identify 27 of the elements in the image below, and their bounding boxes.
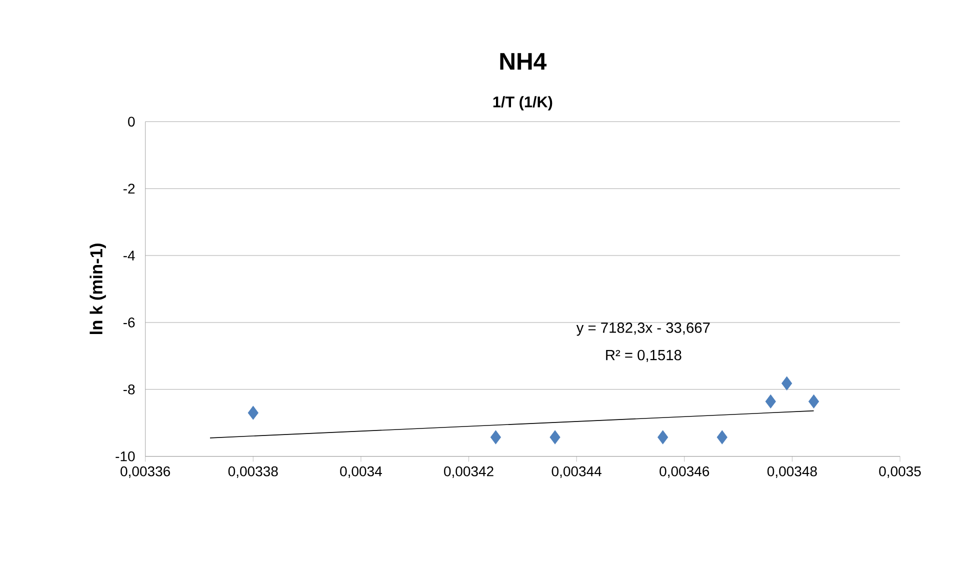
y-tick-label: -2: [123, 184, 135, 194]
point: [716, 430, 728, 444]
x-tick-label: 0,00336: [120, 466, 170, 478]
point: [658, 430, 668, 444]
x-tick-label: 0,0034: [340, 466, 382, 478]
x-tick-label: 0,0035: [879, 466, 921, 478]
y-tick-label: -4: [123, 250, 135, 260]
point: [248, 406, 258, 420]
point: [765, 394, 776, 408]
point: [490, 430, 501, 444]
x-tick-label: 0,00342: [444, 466, 494, 478]
point: [550, 430, 560, 444]
annotation: R² = 0,1518: [606, 350, 682, 362]
y-tick-label: -8: [123, 384, 135, 394]
x-tick-label: 0,00338: [228, 466, 278, 478]
chart-subtitle: 1/T (1/K): [493, 96, 552, 110]
chart-title: NH4: [500, 53, 547, 70]
y-axis-title: ln k (min-1): [90, 244, 106, 334]
x-tick-label: 0,00348: [767, 466, 817, 478]
annotation: y = 7182,3x - 33,667: [576, 322, 710, 336]
x-tick-label: 0,00344: [552, 466, 602, 478]
point: [808, 394, 820, 408]
y-tick-label: -6: [123, 318, 135, 328]
x-tick-label: 0,00346: [660, 466, 710, 478]
y-tick-label: 0: [128, 116, 135, 127]
point: [782, 376, 792, 390]
y-tick-label: -10: [116, 451, 135, 462]
